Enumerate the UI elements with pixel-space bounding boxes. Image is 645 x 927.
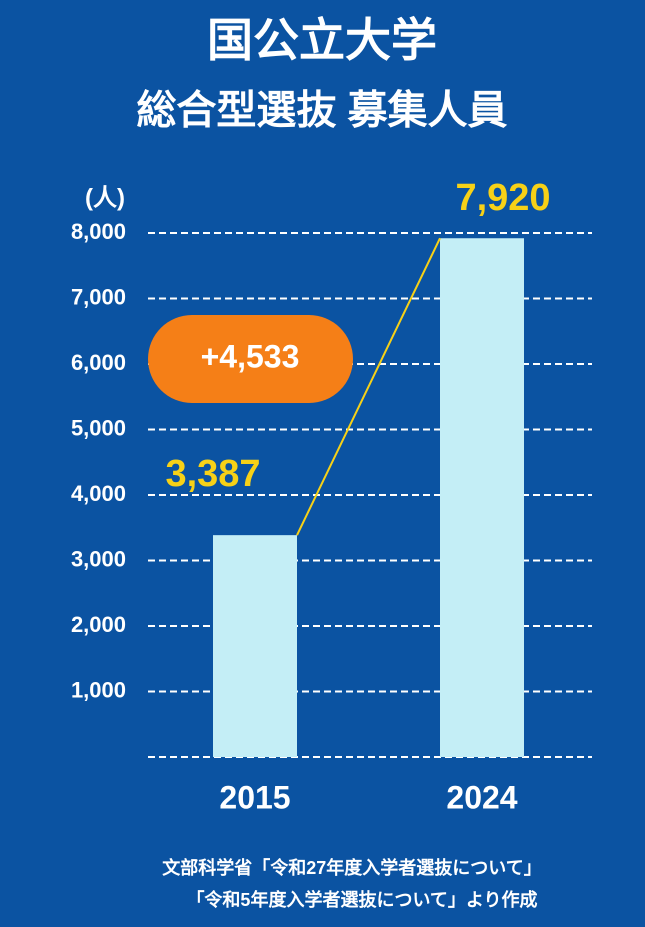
chart-title: 国公立大学 bbox=[207, 14, 437, 66]
bar bbox=[440, 238, 524, 758]
bar bbox=[213, 535, 297, 757]
y-tick-label: 4,000 bbox=[71, 481, 126, 506]
y-tick-label: 6,000 bbox=[71, 350, 126, 375]
x-tick-label: 2015 bbox=[219, 779, 290, 815]
value-label: 3,387 bbox=[165, 453, 260, 495]
y-tick-label: 3,000 bbox=[71, 546, 126, 571]
annotation: +4,533 bbox=[201, 338, 300, 374]
y-axis-label: (人) bbox=[85, 184, 125, 211]
y-tick-label: 1,000 bbox=[71, 677, 126, 702]
connector bbox=[296, 237, 441, 536]
y-tick-label: 8,000 bbox=[71, 219, 126, 244]
x-tick-label: 2024 bbox=[446, 779, 517, 815]
y-tick-label: 2,000 bbox=[71, 612, 126, 637]
y-tick-label: 5,000 bbox=[71, 415, 126, 440]
source-note: 「令和5年度入学者選抜について」より作成 bbox=[186, 889, 537, 910]
y-tick-label: 7,000 bbox=[71, 284, 126, 309]
annotation-pill bbox=[148, 315, 353, 403]
source-note: 文部科学省「令和27年度入学者選抜について」 bbox=[162, 857, 541, 878]
value-label: 7,920 bbox=[455, 177, 550, 219]
chart-subtitle: 総合型選抜 募集人員 bbox=[136, 89, 507, 133]
